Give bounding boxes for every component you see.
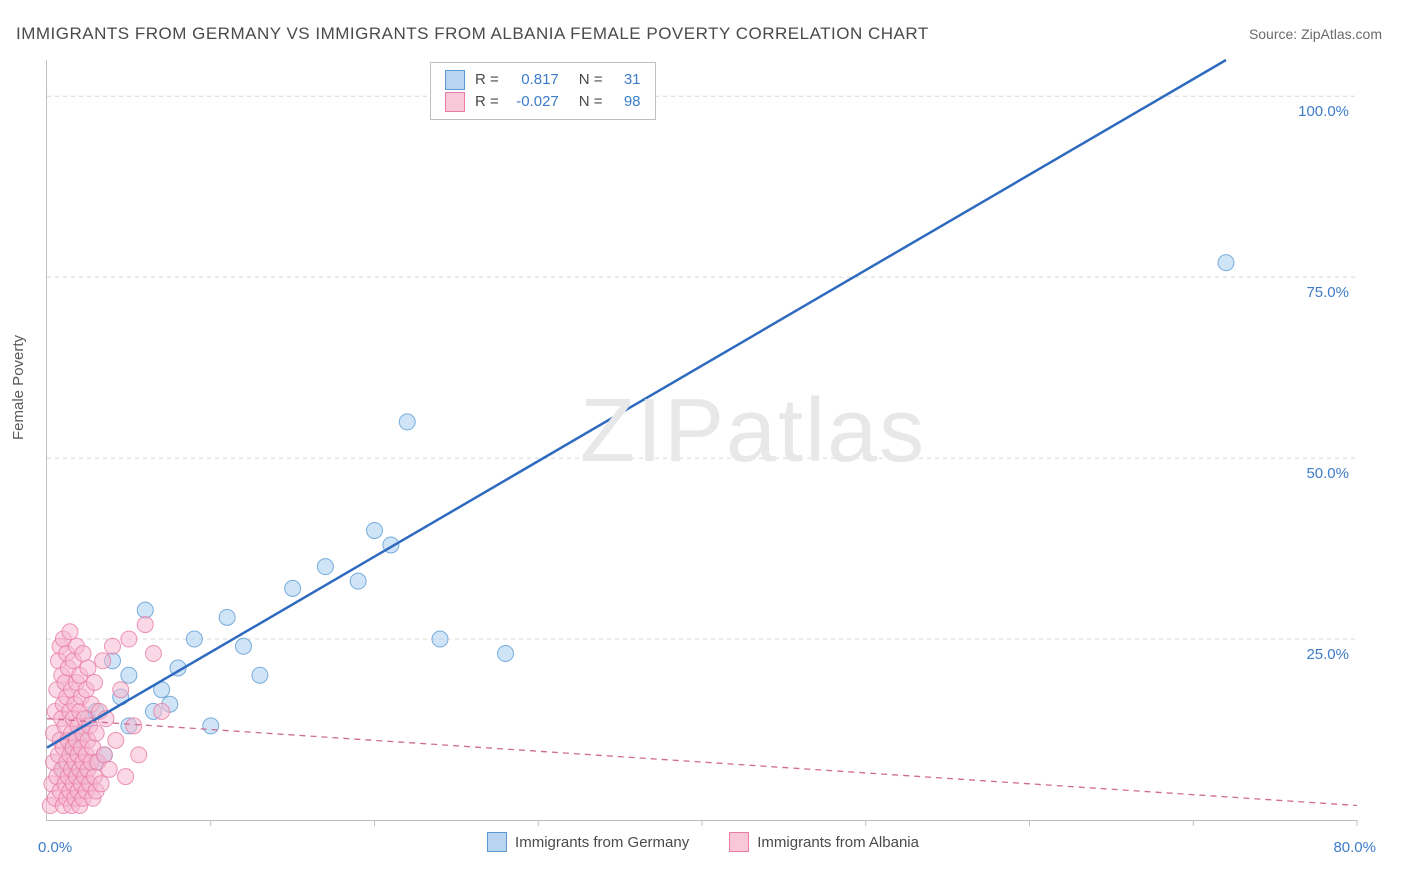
svg-text:75.0%: 75.0% bbox=[1306, 284, 1349, 301]
x-axis-max-label: 80.0% bbox=[1333, 839, 1376, 856]
legend-swatch bbox=[487, 832, 507, 852]
svg-text:50.0%: 50.0% bbox=[1306, 465, 1349, 482]
x-axis-origin-label: 0.0% bbox=[38, 839, 72, 856]
legend-label: Immigrants from Germany bbox=[515, 834, 689, 851]
n-label: N = bbox=[579, 69, 603, 91]
source-prefix: Source: bbox=[1249, 26, 1301, 42]
chart-svg: 25.0% 50.0% 75.0% 100.0% bbox=[47, 60, 1357, 820]
source-attribution: Source: ZipAtlas.com bbox=[1249, 26, 1382, 42]
legend-label: Immigrants from Albania bbox=[757, 834, 919, 851]
n-label: N = bbox=[579, 91, 603, 113]
r-label: R = bbox=[475, 69, 499, 91]
legend-item: Immigrants from Albania bbox=[729, 832, 919, 852]
y-axis-label: Female Poverty bbox=[10, 335, 27, 440]
correlation-legend: R = 0.817 N = 31 R = -0.027 N = 98 bbox=[430, 62, 656, 120]
r-value: -0.027 bbox=[509, 91, 559, 113]
chart-plot-area: 25.0% 50.0% 75.0% 100.0% bbox=[46, 60, 1357, 821]
chart-title: IMMIGRANTS FROM GERMANY VS IMMIGRANTS FR… bbox=[16, 24, 929, 44]
legend-item: Immigrants from Germany bbox=[487, 832, 689, 852]
r-label: R = bbox=[475, 91, 499, 113]
r-value: 0.817 bbox=[509, 69, 559, 91]
legend-row: R = 0.817 N = 31 bbox=[445, 69, 641, 91]
n-value: 98 bbox=[613, 91, 641, 113]
series-legend: Immigrants from Germany Immigrants from A… bbox=[0, 832, 1406, 856]
legend-swatch bbox=[445, 92, 465, 112]
svg-text:100.0%: 100.0% bbox=[1298, 103, 1349, 120]
legend-swatch bbox=[445, 70, 465, 90]
n-value: 31 bbox=[613, 69, 641, 91]
svg-text:25.0%: 25.0% bbox=[1306, 646, 1349, 663]
source-name: ZipAtlas.com bbox=[1301, 26, 1382, 42]
legend-swatch bbox=[729, 832, 749, 852]
legend-row: R = -0.027 N = 98 bbox=[445, 91, 641, 113]
